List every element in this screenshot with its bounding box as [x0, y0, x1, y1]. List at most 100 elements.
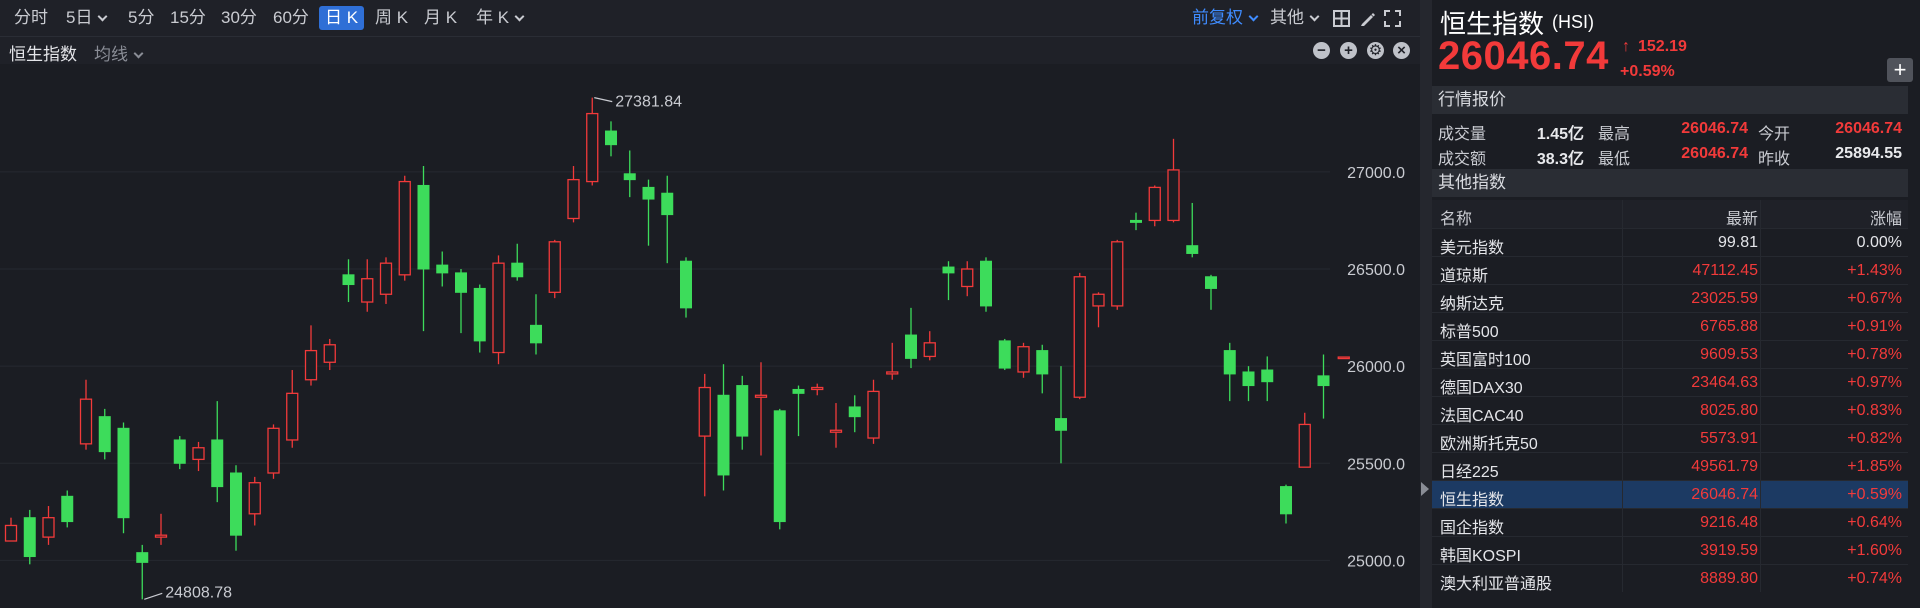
column-divider: [1622, 341, 1623, 368]
candle-body: [492, 262, 505, 354]
chart-subbar: 恒生指数 均线 − + ⚙ ×: [0, 36, 1427, 64]
candle-body: [248, 482, 261, 515]
other-indices-header: 其他指数: [1432, 169, 1908, 197]
period-tab-30min[interactable]: 30分: [221, 8, 257, 27]
other-menu[interactable]: 其他: [1264, 6, 1324, 30]
candle-body: [717, 394, 730, 476]
column-divider: [1622, 481, 1623, 508]
index-row-last: 8025.80: [1700, 402, 1758, 419]
column-divider: [1760, 257, 1761, 284]
candle-body: [1073, 276, 1086, 398]
index-row-last: 99.81: [1717, 234, 1758, 251]
table-row[interactable]: 澳大利亚普通股 8889.80 +0.74%: [1432, 564, 1908, 593]
candle-body: [154, 534, 168, 538]
column-divider: [1622, 453, 1623, 480]
candle-body: [42, 517, 55, 538]
candle-body: [379, 262, 393, 295]
column-divider: [1622, 369, 1623, 396]
high-label: 最高: [1598, 126, 1631, 143]
candle-body: [680, 260, 692, 309]
table-row[interactable]: 标普500 6765.88 +0.91%: [1432, 312, 1908, 341]
ma-select[interactable]: 均线: [94, 40, 144, 65]
candlestick-chart[interactable]: 27000.0 26500.0 26000.0 25500.0 25000.0 2738…: [0, 64, 1427, 608]
column-divider: [1622, 397, 1623, 424]
candle-body: [1223, 350, 1236, 375]
zoom-out-icon[interactable]: −: [1313, 42, 1330, 59]
low-label: 最低: [1598, 151, 1631, 168]
candle-body: [1111, 241, 1124, 307]
index-row-pct: +0.64%: [1847, 514, 1902, 531]
candle-body: [136, 552, 149, 563]
candle-body: [192, 447, 205, 461]
column-divider: [1760, 537, 1761, 564]
table-row[interactable]: 韩国KOSPI 3919.59 +1.60%: [1432, 536, 1908, 565]
column-divider: [1622, 200, 1623, 228]
draw-pen-icon[interactable]: [1359, 10, 1376, 27]
candle-body: [998, 340, 1011, 369]
close-icon[interactable]: ×: [1393, 42, 1410, 59]
add-watchlist-button[interactable]: +: [1887, 58, 1913, 82]
index-row-last: 23025.59: [1691, 290, 1758, 307]
table-row[interactable]: 法国CAC40 8025.80 +0.83%: [1432, 396, 1908, 425]
period-tab-5min[interactable]: 5分: [128, 8, 155, 27]
candle-body: [1092, 293, 1105, 307]
table-row[interactable]: 恒生指数 26046.74 +0.59%: [1432, 480, 1908, 509]
table-row[interactable]: 美元指数 99.81 0.00%: [1432, 228, 1908, 257]
candle-body: [1280, 486, 1292, 515]
column-divider: [1622, 285, 1623, 312]
candle-body: [811, 386, 824, 391]
table-row[interactable]: 日经225 49561.79 +1.85%: [1432, 452, 1908, 481]
index-row-name: 美元指数: [1440, 240, 1505, 257]
grid-layout-icon[interactable]: [1333, 10, 1350, 27]
period-tab-day-k[interactable]: 日 K: [319, 6, 365, 30]
candle-body: [623, 173, 636, 181]
candles: [4, 97, 1350, 600]
index-row-name: 德国DAX30: [1440, 380, 1523, 397]
period-tab-year-k[interactable]: 年 K: [470, 6, 529, 30]
table-row[interactable]: 英国富时100 9609.53 +0.78%: [1432, 340, 1908, 369]
table-row[interactable]: 纳斯达克 23025.59 +0.67%: [1432, 284, 1908, 313]
candle-body: [473, 287, 486, 342]
settings-gear-icon[interactable]: ⚙: [1367, 42, 1384, 59]
column-divider: [1760, 341, 1761, 368]
candle-body: [173, 439, 186, 464]
index-row-name: 英国富时100: [1440, 352, 1531, 369]
candle-body: [942, 266, 955, 274]
period-tab-month-k[interactable]: 月 K: [424, 8, 458, 27]
index-row-last: 5573.91: [1700, 430, 1758, 447]
adjust-select[interactable]: 前复权: [1186, 6, 1263, 30]
column-divider: [1760, 453, 1761, 480]
period-tab-fenshi[interactable]: 分时: [14, 8, 48, 27]
index-row-name: 恒生指数: [1440, 492, 1505, 509]
panel-divider[interactable]: [1420, 0, 1432, 608]
y-axis: 27000.0 26500.0 26000.0 25500.0 25000.0: [1347, 165, 1405, 571]
table-row[interactable]: 国企指数 9216.48 +0.64%: [1432, 508, 1908, 537]
index-row-name: 道琼斯: [1440, 268, 1489, 285]
turnover-label: 成交额: [1438, 151, 1487, 168]
index-row-name: 标普500: [1440, 324, 1499, 341]
table-row[interactable]: 欧洲斯托克50 5573.91 +0.82%: [1432, 424, 1908, 453]
fullscreen-icon[interactable]: [1384, 10, 1401, 27]
collapse-arrow-icon[interactable]: [1421, 482, 1429, 496]
period-tab-15min[interactable]: 15分: [170, 8, 206, 27]
index-row-pct: +0.59%: [1847, 486, 1902, 503]
zoom-in-icon[interactable]: +: [1340, 42, 1357, 59]
candle-body: [230, 472, 242, 536]
table-row[interactable]: 德国DAX30 23464.63 +0.97%: [1432, 368, 1908, 397]
high-arrow: [594, 97, 613, 103]
candle-body: [23, 517, 36, 558]
open-label: 今开: [1758, 126, 1791, 143]
index-row-pct: +0.91%: [1847, 318, 1902, 335]
period-tab-5day[interactable]: 5日: [60, 6, 112, 30]
column-divider: [1622, 537, 1623, 564]
column-divider: [1760, 200, 1761, 228]
chevron-down-icon: [514, 11, 525, 22]
period-tab-week-k[interactable]: 周 K: [375, 8, 409, 27]
index-row-name: 纳斯达克: [1440, 296, 1505, 313]
table-row[interactable]: 道琼斯 47112.45 +1.43%: [1432, 256, 1908, 285]
index-row-pct: +0.82%: [1847, 430, 1902, 447]
candle-body: [286, 392, 299, 441]
prev-close-value: 25894.55: [1835, 145, 1902, 162]
candle-body: [342, 274, 355, 286]
period-tab-60min[interactable]: 60分: [273, 8, 309, 27]
